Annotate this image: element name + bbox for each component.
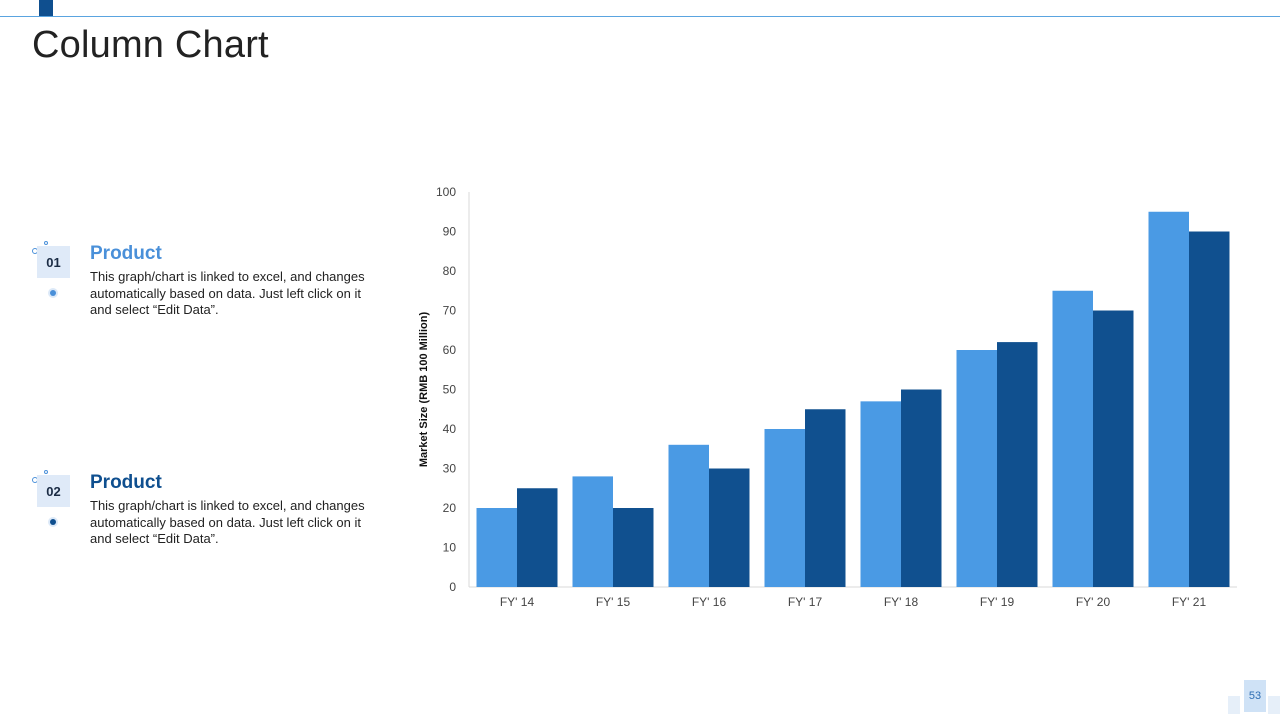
y-axis-label: Market Size (RMB 100 Million) <box>418 312 430 468</box>
y-tick-label: 90 <box>443 225 457 239</box>
x-tick-label: FY' 19 <box>980 595 1015 609</box>
chart-bars <box>476 211 1230 587</box>
y-tick-label: 40 <box>443 422 457 436</box>
x-tick-label: FY' 15 <box>596 595 631 609</box>
bar-series-1 <box>1052 290 1093 587</box>
x-tick-label: FY' 20 <box>1076 595 1111 609</box>
small-dot-icon <box>44 241 48 245</box>
y-tick-label: 100 <box>436 185 456 199</box>
header-tab-accent <box>39 0 53 16</box>
page-deco <box>1228 696 1240 714</box>
x-tick-labels: FY' 14 FY' 15 FY' 16 FY' 17 FY' 18 FY' 19 FY' … <box>500 595 1207 609</box>
header-rule <box>0 16 1280 17</box>
item-1-marker: 01 <box>32 241 76 303</box>
item-1-description: This graph/chart is linked to excel, and… <box>90 269 365 317</box>
info-item-2: 02 Product This graph/chart is linked to… <box>32 470 372 572</box>
bar-series-1 <box>1148 211 1189 587</box>
item-2-description: This graph/chart is linked to excel, and… <box>90 498 365 546</box>
y-tick-label: 70 <box>443 304 457 318</box>
bar-series-2 <box>1093 310 1134 587</box>
bar-series-2 <box>613 508 654 587</box>
y-tick-label: 30 <box>443 462 457 476</box>
bar-series-1 <box>860 401 901 587</box>
bar-series-2 <box>517 488 558 587</box>
y-tick-label: 80 <box>443 264 457 278</box>
y-tick-label: 50 <box>443 383 457 397</box>
page-number: 53 <box>1244 680 1266 712</box>
bullet-dot-icon <box>48 517 58 527</box>
x-tick-label: FY' 16 <box>692 595 727 609</box>
bar-series-2 <box>1189 231 1230 587</box>
info-item-1: 01 Product This graph/chart is linked to… <box>32 241 372 343</box>
item-1-title: Product <box>90 243 162 264</box>
x-tick-label: FY' 17 <box>788 595 823 609</box>
bar-series-2 <box>805 409 846 587</box>
item-2-title: Product <box>90 472 162 493</box>
bar-series-2 <box>901 389 942 587</box>
y-ticks: 0 10 20 30 40 50 60 70 80 90 100 <box>436 185 456 594</box>
y-tick-label: 20 <box>443 501 457 515</box>
bullet-dot-icon <box>48 288 58 298</box>
slide-title: Column Chart <box>32 24 269 66</box>
y-tick-label: 10 <box>443 541 457 555</box>
x-tick-label: FY' 21 <box>1172 595 1207 609</box>
bar-series-1 <box>764 429 805 587</box>
item-1-number-badge: 01 <box>37 246 70 278</box>
page-deco <box>1268 696 1280 714</box>
bar-series-2 <box>997 342 1038 587</box>
item-2-number-badge: 02 <box>37 475 70 507</box>
item-2-marker: 02 <box>32 470 76 532</box>
bar-series-1 <box>956 350 997 587</box>
bar-series-1 <box>668 444 709 587</box>
bar-series-1 <box>476 508 517 587</box>
y-tick-label: 0 <box>449 580 456 594</box>
x-tick-label: FY' 18 <box>884 595 919 609</box>
small-dot-icon <box>44 470 48 474</box>
x-tick-label: FY' 14 <box>500 595 535 609</box>
bar-series-2 <box>709 468 750 587</box>
y-tick-label: 60 <box>443 343 457 357</box>
bar-series-1 <box>572 476 613 587</box>
